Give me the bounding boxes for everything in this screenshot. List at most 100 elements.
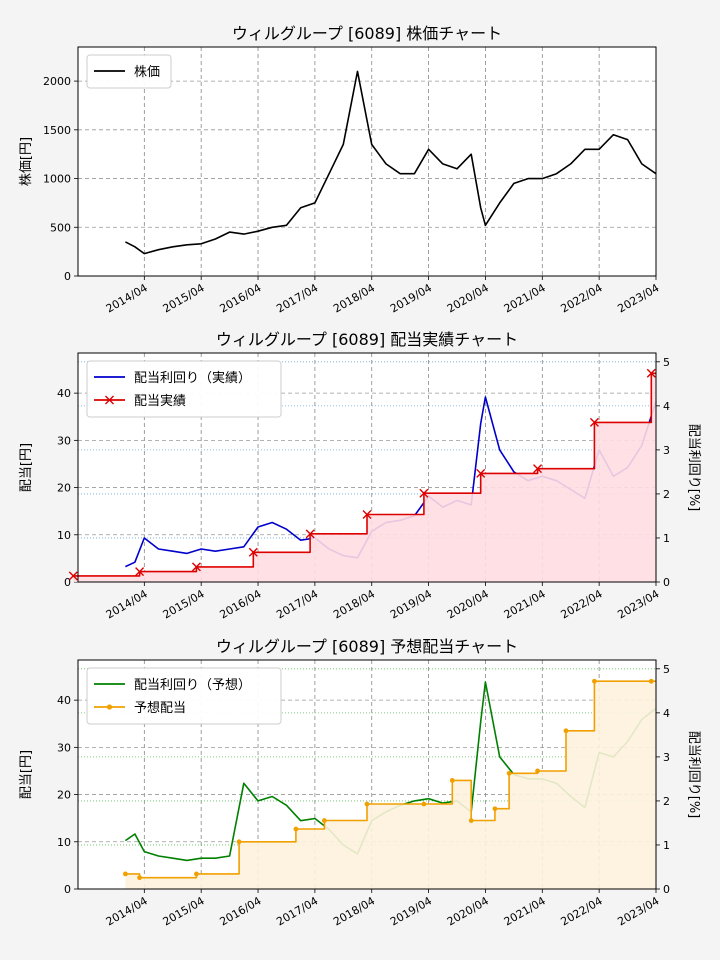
data-marker-dot	[137, 875, 142, 881]
y-right-tick-label: 1	[663, 532, 670, 545]
legend-box	[86, 54, 172, 89]
y-tick-label: 1000	[43, 173, 71, 186]
x-tick-label: 2017/04	[274, 281, 320, 315]
y-axis-label-right: 配当利回り[%]	[686, 424, 701, 512]
x-tick-label: 2018/04	[331, 281, 377, 315]
data-marker-dot	[492, 806, 498, 812]
x-tick-label: 2020/04	[445, 894, 491, 928]
data-marker-dot	[236, 839, 242, 845]
data-marker-dot	[449, 778, 455, 783]
chart-2: 2014/04 2015/04 2016/04 2017/04 2018/04 2019/…	[19, 330, 701, 621]
y-right-tick-label: 3	[663, 444, 670, 457]
x-tick-label: 2023/04	[615, 587, 661, 621]
y-right-tick-label: 1	[663, 839, 670, 852]
x-tick-label: 2021/04	[502, 587, 548, 621]
x-tick-label: 2019/04	[388, 894, 434, 928]
x-tick-label: 2023/04	[615, 281, 661, 315]
legend-label: 配当利回り（実績）	[134, 370, 251, 386]
y-tick-label: 1500	[43, 124, 71, 137]
y-axis-label: 株価[円]	[19, 137, 34, 186]
x-tick-label: 2015/04	[161, 894, 207, 928]
data-marker-dot	[122, 871, 128, 877]
y-tick-label: 0	[64, 576, 71, 589]
data-marker-dot	[468, 818, 474, 823]
legend-marker-x	[105, 395, 114, 405]
data-marker-x	[68, 571, 78, 581]
data-marker-x	[305, 529, 315, 539]
y-right-tick-label: 5	[663, 663, 670, 676]
y-right-tick-label: 3	[663, 751, 670, 764]
x-tick-label: 2020/04	[445, 587, 491, 621]
y-axis-label-right: 配当利回り[%]	[686, 731, 701, 819]
chart-1: 2014/04 2015/04 2016/04 2017/04 2018/04 2019/…	[19, 24, 662, 315]
series-line	[125, 70, 657, 255]
x-tick-label: 2017/04	[274, 894, 320, 928]
legend-marker-dot	[106, 704, 113, 710]
chart-title: ウィルグループ [6089] 予想配当チャート	[216, 637, 518, 656]
y-right-tick-label: 2	[663, 488, 670, 501]
y-tick-label: 30	[57, 741, 71, 754]
data-marker-x	[135, 567, 145, 577]
data-marker-dot	[293, 826, 299, 832]
legend-box	[86, 667, 282, 725]
data-marker-dot	[364, 801, 370, 807]
y-axis-label: 配当[円]	[19, 750, 34, 799]
x-tick-label: 2019/04	[388, 281, 434, 315]
x-tick-label: 2016/04	[217, 587, 263, 621]
data-marker-x	[476, 468, 486, 478]
legend-box	[86, 360, 282, 418]
plot-area	[78, 47, 656, 276]
data-marker-x	[248, 547, 258, 557]
x-tick-label: 2014/04	[104, 281, 150, 315]
x-tick-label: 2020/04	[445, 281, 491, 315]
x-tick-label: 2015/04	[161, 587, 207, 621]
y-right-tick-label: 4	[663, 400, 670, 413]
y-axis-label: 配当[円]	[19, 443, 34, 492]
x-tick-label: 2016/04	[217, 281, 263, 315]
x-tick-label: 2021/04	[502, 894, 548, 928]
y-right-tick-label: 0	[663, 576, 670, 589]
x-tick-label: 2014/04	[104, 587, 150, 621]
x-tick-label: 2022/04	[559, 281, 605, 315]
data-marker-dot	[421, 801, 427, 807]
data-marker-x	[362, 509, 372, 519]
axes-frame	[77, 352, 657, 583]
legend-label: 予想配当	[134, 700, 186, 716]
data-marker-dot	[648, 678, 654, 684]
chart-title: ウィルグループ [6089] 配当実績チャート	[216, 330, 518, 349]
y-right-tick-label: 5	[663, 356, 670, 369]
x-tick-label: 2015/04	[161, 281, 207, 315]
y-tick-label: 40	[57, 387, 71, 400]
y-tick-label: 40	[57, 694, 71, 707]
y-right-tick-label: 4	[663, 707, 670, 720]
legend-label: 配当利回り（予想）	[134, 677, 251, 693]
y-tick-label: 20	[57, 482, 71, 495]
chart-title: ウィルグループ [6089] 株価チャート	[232, 24, 502, 43]
y-tick-label: 20	[57, 789, 71, 802]
series-line	[125, 680, 656, 879]
y-tick-label: 0	[64, 883, 71, 896]
data-marker-dot	[535, 768, 540, 774]
x-tick-label: 2022/04	[559, 587, 605, 621]
x-tick-label: 2018/04	[331, 587, 377, 621]
data-marker-dot	[592, 678, 597, 684]
chart-3: 2014/04 2015/04 2016/04 2017/04 2018/04 2019/…	[19, 637, 701, 928]
legend-label: 株価	[134, 65, 160, 80]
axes-frame	[77, 659, 657, 890]
y-right-tick-label: 2	[663, 795, 670, 808]
x-tick-label: 2021/04	[502, 281, 548, 315]
y-tick-label: 500	[50, 221, 71, 234]
data-marker-dot	[321, 818, 327, 823]
series-line	[73, 372, 656, 577]
x-tick-label: 2022/04	[559, 894, 605, 928]
x-tick-label: 2016/04	[217, 894, 263, 928]
data-marker-x	[533, 464, 543, 474]
x-tick-label: 2014/04	[104, 894, 150, 928]
x-tick-label: 2019/04	[388, 587, 434, 621]
series-area	[73, 373, 657, 582]
data-marker-x	[191, 562, 201, 572]
y-tick-label: 0	[64, 270, 71, 283]
legend-label: 配当実績	[134, 393, 186, 409]
y-tick-label: 2000	[43, 75, 71, 88]
data-marker-dot	[563, 728, 569, 734]
